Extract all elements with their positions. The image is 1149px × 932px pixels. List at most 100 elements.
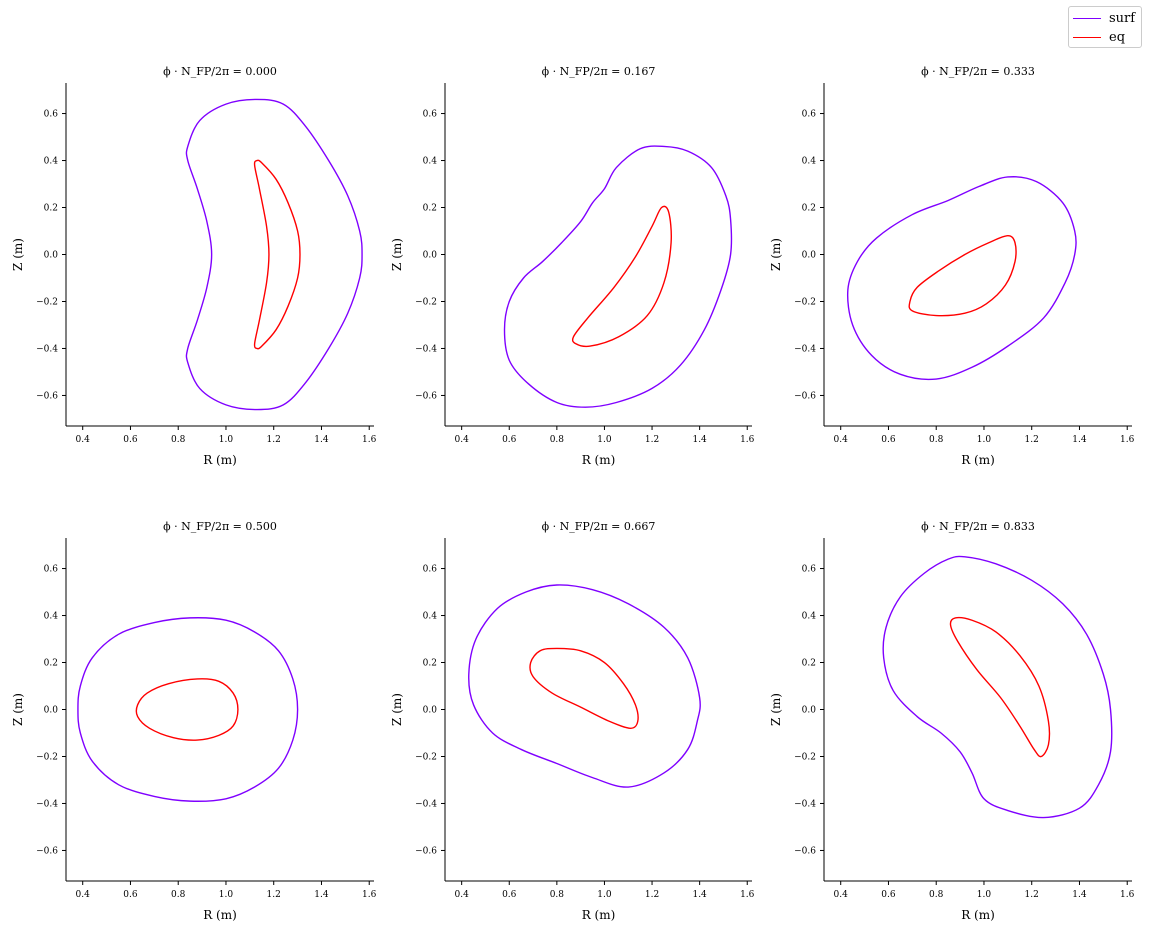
x-tick-label: 1.2 <box>267 890 281 900</box>
y-tick-label: 0.2 <box>44 204 58 214</box>
panel-3: ϕ · N_FP/2π = 0.500 0.4 0.6 0.8 1.0 1.2 1.4 1.6… <box>11 520 377 922</box>
x-tick-label: 0.4 <box>454 435 469 445</box>
y-tick-label: −0.4 <box>415 799 437 809</box>
panel-title: ϕ · N_FP/2π = 0.333 <box>921 65 1035 78</box>
x-tick-label: 1.4 <box>314 890 329 900</box>
x-tick-label: 1.0 <box>977 890 992 900</box>
legend-swatch-surf <box>1073 17 1101 19</box>
x-tick-label: 0.4 <box>76 435 91 445</box>
y-tick-label: −0.2 <box>36 752 58 762</box>
x-tick-label: 0.4 <box>834 890 849 900</box>
x-tick-label: 0.4 <box>76 890 91 900</box>
x-tick-label: 0.6 <box>123 890 138 900</box>
series-surf-line <box>503 145 733 408</box>
y-tick-label: 0.0 <box>423 706 438 716</box>
x-tick-label: 1.0 <box>219 435 234 445</box>
y-tick-label: −0.6 <box>36 391 58 401</box>
x-tick-label: 0.6 <box>502 890 517 900</box>
series-surf-line <box>77 617 299 802</box>
y-tick-label: −0.4 <box>36 799 58 809</box>
x-tick-label: 0.8 <box>929 890 944 900</box>
legend: surf eq <box>1068 6 1142 48</box>
series-eq-line <box>135 678 239 741</box>
y-axis-label: Z (m) <box>390 693 404 726</box>
y-tick-label: 0.0 <box>802 251 817 261</box>
x-tick-label: 1.6 <box>362 435 377 445</box>
x-tick-label: 1.2 <box>645 890 659 900</box>
panel-title: ϕ · N_FP/2π = 0.833 <box>921 520 1035 533</box>
series-surf-line <box>468 584 701 788</box>
x-axis-label: R (m) <box>582 908 616 922</box>
x-tick-label: 1.4 <box>1072 435 1087 445</box>
panel-4: ϕ · N_FP/2π = 0.667 0.4 0.6 0.8 1.0 1.2 1.4 1.6… <box>390 520 755 922</box>
series-surf-line <box>846 176 1077 381</box>
y-tick-label: 0.0 <box>44 706 59 716</box>
x-tick-label: 1.2 <box>267 435 281 445</box>
y-tick-label: 0.0 <box>423 251 438 261</box>
y-tick-label: 0.2 <box>423 659 437 669</box>
y-tick-label: −0.6 <box>415 391 437 401</box>
series-eq-line <box>571 205 672 348</box>
y-tick-label: 0.2 <box>802 659 816 669</box>
x-tick-label: 1.6 <box>740 435 755 445</box>
series-surf-line <box>882 555 1113 819</box>
y-axis-label: Z (m) <box>769 693 783 726</box>
y-tick-label: −0.2 <box>794 752 816 762</box>
y-tick-label: −0.6 <box>415 846 437 856</box>
y-tick-label: 0.0 <box>802 706 817 716</box>
y-tick-label: 0.2 <box>423 204 437 214</box>
y-tick-label: −0.6 <box>794 846 816 856</box>
panel-title: ϕ · N_FP/2π = 0.000 <box>163 65 277 78</box>
y-tick-label: −0.4 <box>415 344 437 354</box>
x-tick-label: 1.0 <box>597 890 612 900</box>
y-tick-label: 0.4 <box>423 157 438 167</box>
x-tick-label: 1.6 <box>362 890 377 900</box>
x-tick-label: 0.6 <box>123 435 138 445</box>
x-tick-label: 1.4 <box>692 435 707 445</box>
x-tick-label: 1.4 <box>314 435 329 445</box>
x-tick-label: 0.4 <box>834 435 849 445</box>
y-axis-label: Z (m) <box>390 238 404 271</box>
panel-2: ϕ · N_FP/2π = 0.333 0.4 0.6 0.8 1.0 1.2 1.4 1.6… <box>769 65 1135 467</box>
y-tick-label: 0.6 <box>423 110 438 120</box>
x-axis-label: R (m) <box>961 908 995 922</box>
y-tick-label: 0.4 <box>802 157 817 167</box>
x-tick-label: 0.8 <box>550 435 565 445</box>
y-tick-label: −0.2 <box>415 752 437 762</box>
y-tick-label: −0.2 <box>415 297 437 307</box>
x-tick-label: 1.4 <box>1072 890 1087 900</box>
x-axis-label: R (m) <box>203 453 237 467</box>
x-tick-label: 0.8 <box>171 435 186 445</box>
y-tick-label: −0.4 <box>794 344 816 354</box>
series-surf-line <box>185 98 363 411</box>
legend-swatch-eq <box>1073 36 1101 38</box>
y-tick-label: −0.2 <box>794 297 816 307</box>
panel-title: ϕ · N_FP/2π = 0.500 <box>163 520 277 533</box>
x-tick-label: 1.6 <box>1120 435 1135 445</box>
y-tick-label: −0.6 <box>794 391 816 401</box>
x-axis-label: R (m) <box>582 453 616 467</box>
legend-item-surf: surf <box>1073 10 1135 26</box>
x-tick-label: 1.6 <box>740 890 755 900</box>
y-axis-label: Z (m) <box>11 693 25 726</box>
y-axis-label: Z (m) <box>769 238 783 271</box>
y-tick-label: −0.6 <box>36 846 58 856</box>
x-tick-label: 1.6 <box>1120 890 1135 900</box>
panel-5: ϕ · N_FP/2π = 0.833 0.4 0.6 0.8 1.0 1.2 1.4 1.6… <box>769 520 1135 922</box>
y-tick-label: 0.6 <box>44 565 59 575</box>
x-tick-label: 1.0 <box>597 435 612 445</box>
x-tick-label: 1.2 <box>1025 435 1039 445</box>
series-eq-line <box>253 159 301 350</box>
x-tick-label: 0.8 <box>929 435 944 445</box>
series-eq-line <box>529 647 639 729</box>
y-tick-label: 0.4 <box>44 612 59 622</box>
x-tick-label: 0.8 <box>171 890 186 900</box>
x-tick-label: 0.6 <box>502 435 517 445</box>
y-tick-label: 0.2 <box>44 659 58 669</box>
x-tick-label: 0.8 <box>550 890 565 900</box>
y-axis-label: Z (m) <box>11 238 25 271</box>
x-tick-label: 0.6 <box>881 890 896 900</box>
x-tick-label: 1.0 <box>977 435 992 445</box>
panel-1: ϕ · N_FP/2π = 0.167 0.4 0.6 0.8 1.0 1.2 1.4 1.6… <box>390 65 755 467</box>
